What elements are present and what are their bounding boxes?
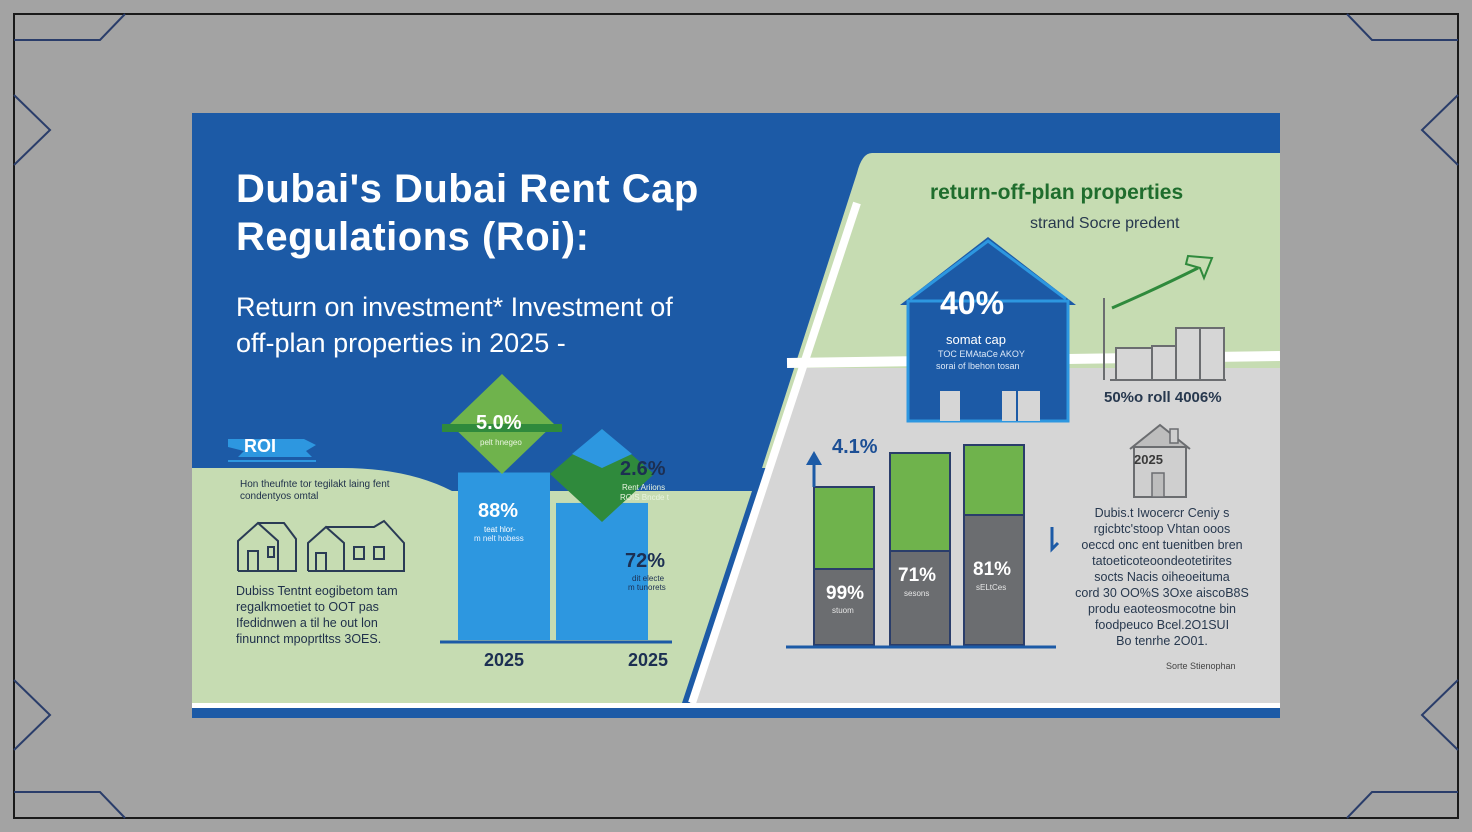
- bar2-subcaption: m tunorets: [628, 583, 666, 592]
- bar2-caption: dit electe: [632, 574, 665, 583]
- bar1-caption: teat hlor-: [484, 525, 516, 534]
- house-label: somat cap: [946, 332, 1006, 347]
- roi-badge-label: ROI: [244, 436, 277, 456]
- right-note-text: Dubis.t Iwocercr Ceniy s rgicbtc'stoop V…: [1075, 506, 1249, 648]
- page-title: Dubai's Dubai Rent Cap Regulations (Roi)…: [236, 167, 699, 259]
- center-bar-1: [458, 472, 550, 640]
- trend-chart-icon: [1103, 254, 1226, 381]
- roi-badge-shape: [228, 439, 316, 462]
- left-body-text: Dubiss Tentnt eogibetom tam regalkmoetie…: [236, 584, 398, 646]
- house-line2: sorai of lbehon tosan: [936, 361, 1020, 371]
- infographic-card: Dubai's Dubai Rent Cap Regulations (Roi)…: [192, 113, 1280, 718]
- rbar3-value-text: 81: [973, 559, 995, 580]
- diamond2-caption2: ROIS Bncde t: [620, 493, 669, 502]
- bar1-value: 88%: [478, 500, 519, 522]
- diamond2-caption1: Rent Ariions: [622, 483, 666, 492]
- source-note: Sorte Stienophan: [1166, 661, 1236, 671]
- house-40-icon: [900, 237, 1076, 423]
- page-subtitle: Return on investment* Investment of off-…: [236, 292, 673, 358]
- right-bar-gray-2: [889, 550, 951, 646]
- diamond1-value: 5.0%: [476, 412, 522, 434]
- bar2-value: 72%: [625, 550, 666, 572]
- rbar2-caption: sesons: [904, 589, 930, 598]
- right-panel-title: return-off-plan properties: [930, 181, 1184, 204]
- right-chart-label: 4.1%: [832, 436, 878, 458]
- houses-icon: [237, 519, 405, 572]
- house-line1: TOC EMAtaCe AKOY: [938, 349, 1025, 359]
- house-value: 40%: [940, 285, 1005, 321]
- rbar1-value: 99%: [826, 583, 865, 604]
- rbar3-value: 81%: [973, 559, 1012, 580]
- diamond2-value: 2.6%: [620, 458, 666, 480]
- rbar3-caption: sELtCes: [976, 583, 1007, 592]
- bar2-year: 2025: [628, 650, 669, 670]
- right-bar-gray-3: [963, 514, 1025, 646]
- right-panel-subtitle: strand Socre predent: [1030, 215, 1180, 232]
- left-caption: Hon theufnte tor tegilakt laing fent con…: [240, 479, 390, 502]
- small-house-label: 2025: [1134, 452, 1163, 467]
- rbar2-value: 71%: [898, 565, 937, 586]
- center-bar-2: [556, 502, 648, 640]
- right-bar-gray-1: [813, 568, 875, 646]
- rbar2-value-text: 71: [898, 565, 920, 586]
- diamond1-caption: pelt hnegeo: [480, 438, 522, 447]
- right-axis-arrowhead: [806, 451, 822, 465]
- center-diamond-2-top: [572, 429, 632, 468]
- bar1-subcaption: m nelt hobess: [474, 534, 524, 543]
- bar1-year: 2025: [484, 650, 525, 670]
- rbar1-caption: stuom: [832, 606, 854, 615]
- center-bar-chart: [440, 374, 672, 644]
- small-house-icon: [1129, 423, 1191, 498]
- right-bar-chart: [786, 444, 1056, 649]
- marker-icon: [1050, 527, 1060, 553]
- trend-caption: 50%o roll 4006%: [1104, 389, 1222, 406]
- rbar1-value-text: 99: [826, 583, 848, 604]
